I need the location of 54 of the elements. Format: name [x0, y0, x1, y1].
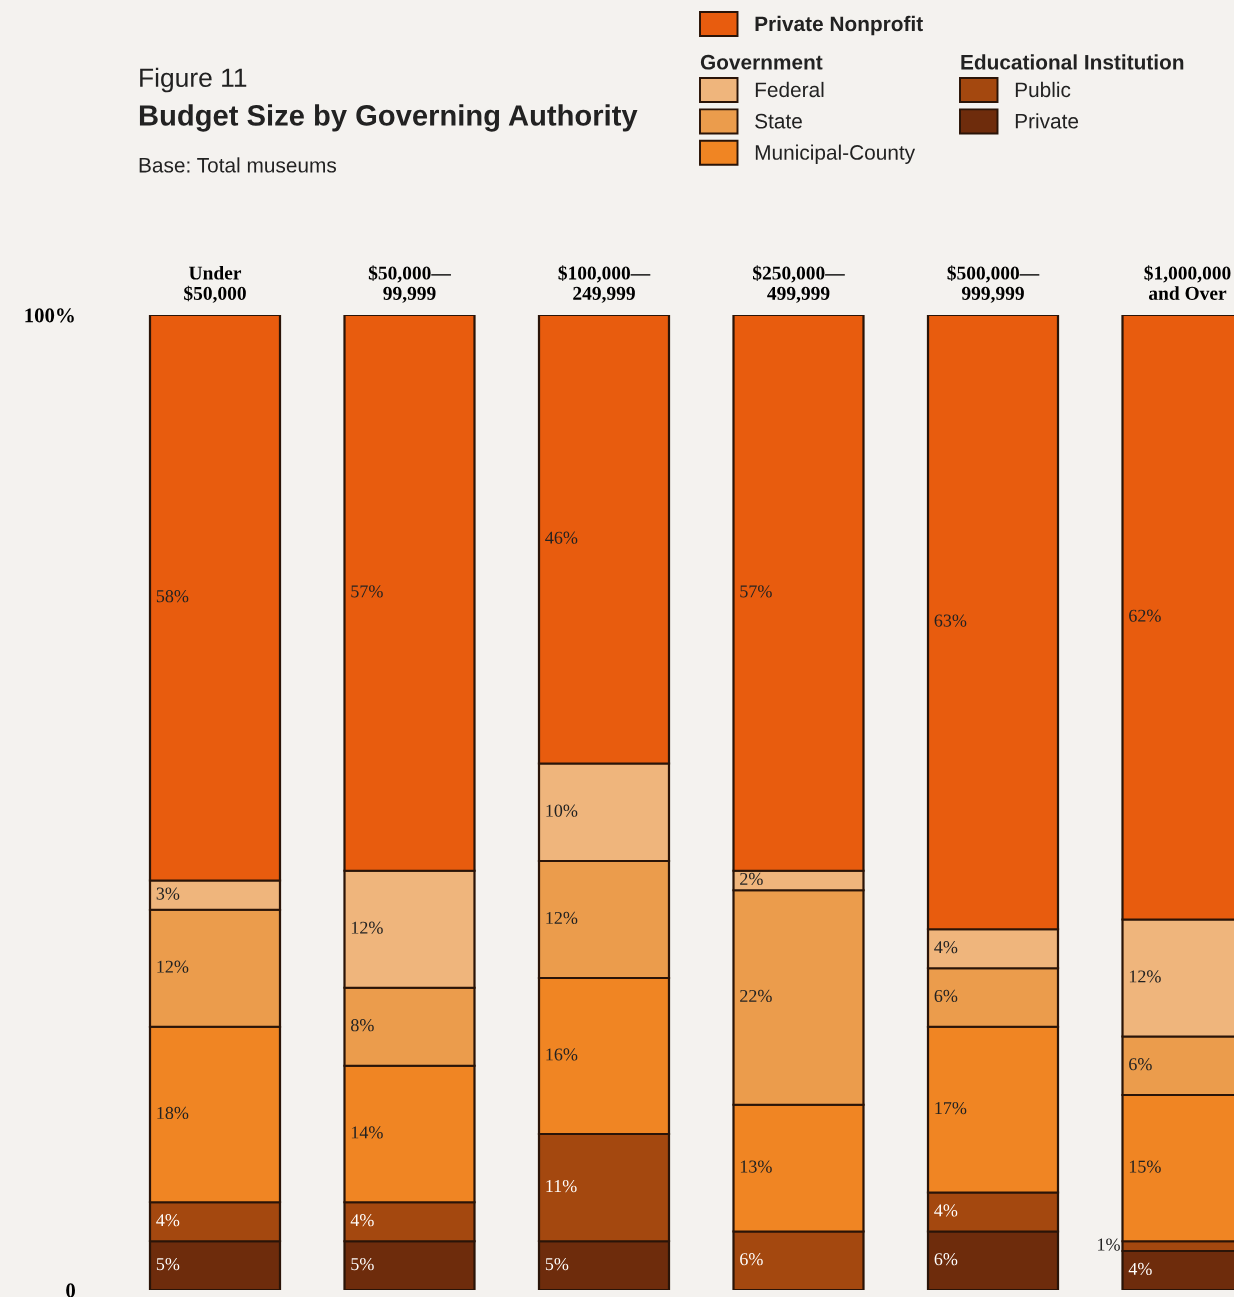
data-label: 6%	[1129, 1058, 1152, 1071]
data-label: 4%	[350, 1214, 374, 1227]
y-tick-label: 0	[66, 1283, 75, 1297]
data-label: 8%	[351, 1019, 374, 1032]
data-label: 12%	[1129, 970, 1161, 983]
data-label: 4%	[934, 941, 958, 954]
data-label: 10%	[546, 804, 578, 817]
text: Educational Institution	[961, 54, 1184, 70]
legend-label: Private Nonprofit	[755, 15, 923, 36]
x-tick-label: Under $50,000	[184, 265, 246, 303]
legend-label: State	[755, 113, 802, 129]
data-label: 63%	[934, 614, 967, 627]
data-label: 5%	[351, 1257, 374, 1271]
legend-label: Private	[1015, 113, 1079, 129]
legend-label: Federal	[755, 81, 824, 98]
data-label: 57%	[740, 585, 772, 598]
data-label: 58%	[156, 590, 189, 603]
data-label: 6%	[934, 989, 958, 1003]
data-label: 5%	[545, 1257, 569, 1271]
legend-label: Public	[1015, 81, 1071, 98]
data-label: 14%	[351, 1126, 383, 1139]
data-label: 15%	[1129, 1160, 1161, 1173]
data-label: 16%	[546, 1048, 578, 1061]
x-tick-label: $100,000— 249,999	[558, 265, 651, 303]
x-tick-label: $250,000— 499,999	[753, 265, 845, 303]
x-tick-label: $50,000— 99,999	[368, 265, 451, 303]
data-label: 18%	[157, 1106, 189, 1120]
text: Government	[700, 54, 823, 70]
data-label: 13%	[740, 1160, 772, 1173]
data-label: 12%	[157, 960, 189, 973]
x-tick-label: $1,000,000 and Over	[1144, 265, 1231, 300]
data-label: 57%	[351, 585, 383, 598]
data-label: 4%	[934, 1204, 958, 1217]
data-label: 22%	[740, 989, 772, 1003]
data-label: 11%	[546, 1179, 577, 1193]
data-label: 12%	[546, 911, 578, 925]
data-label: 3%	[156, 887, 180, 900]
caption: Figure 11	[140, 67, 247, 93]
data-label: 4%	[1128, 1262, 1152, 1276]
data-label: 62%	[1129, 609, 1161, 622]
chart-subtitle: Base: Total museums	[139, 157, 337, 173]
data-label: 6%	[934, 1253, 958, 1266]
data-label: 6%	[740, 1253, 763, 1266]
data-label: 17%	[935, 1101, 967, 1115]
data-label: 4%	[156, 1214, 180, 1227]
chart-title: Budget Size by Governing Authority	[139, 104, 638, 132]
data-label: 12%	[351, 921, 383, 934]
data-label: 46%	[545, 531, 578, 544]
data-label: 1%	[1098, 1238, 1120, 1251]
data-label: 2%	[740, 872, 763, 886]
legend-label: Municipal-County	[755, 144, 916, 164]
x-tick-label: $500,000— 999,999	[947, 265, 1040, 303]
y-tick-label: 100%	[25, 308, 74, 323]
data-label: 5%	[156, 1257, 180, 1271]
